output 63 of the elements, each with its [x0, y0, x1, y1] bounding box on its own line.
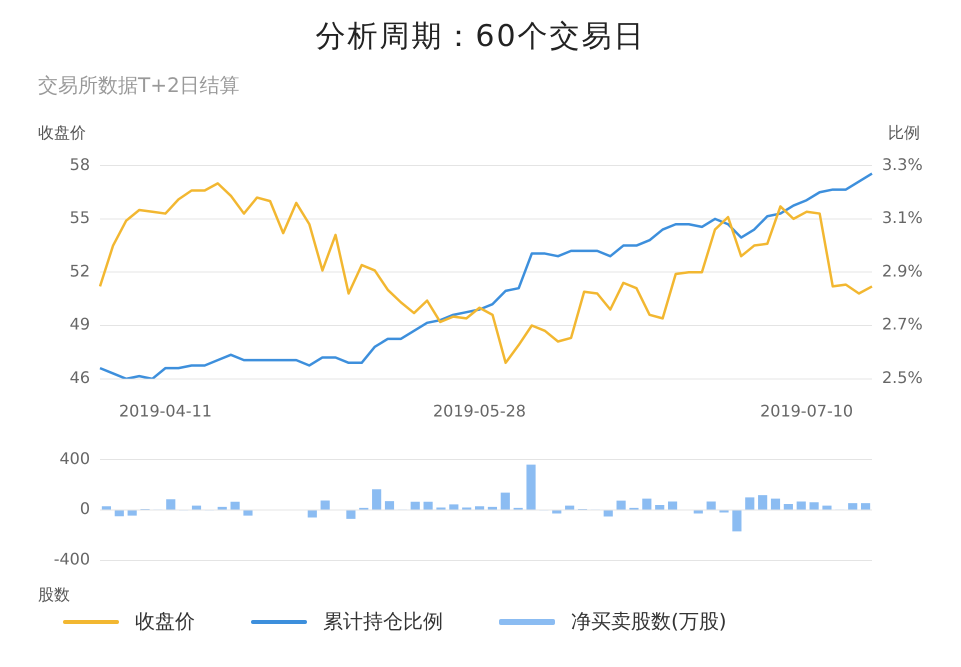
bar [848, 503, 858, 510]
bar [552, 510, 562, 514]
y2-tick-label: 2.7% [882, 314, 923, 334]
bar [243, 510, 253, 516]
bar [642, 498, 652, 510]
chart-title: 分析周期：60个交易日 [314, 18, 647, 56]
bar [616, 500, 626, 510]
legend-label: 累计持仓比例 [323, 608, 443, 635]
x-tick-label: 2019-04-11 [118, 402, 212, 421]
y-axis-title: 股数 [38, 585, 70, 606]
x-tick-label: 2019-07-10 [760, 402, 854, 421]
bar [822, 506, 832, 510]
bar [372, 489, 382, 510]
bar [694, 510, 703, 514]
bar [758, 495, 768, 510]
bar [796, 502, 806, 510]
bar [565, 506, 574, 510]
bar [230, 502, 240, 510]
y-tick-label: 0 [80, 499, 90, 518]
y-tick-label: 52 [70, 261, 90, 280]
y2-axis-title: 比例 [888, 123, 920, 144]
y-tick-label: 400 [59, 448, 90, 468]
y2-tick-label: 3.1% [882, 208, 923, 228]
bar [218, 506, 227, 510]
y2-tick-label: 2.9% [882, 261, 923, 280]
bar [114, 510, 124, 516]
bar [526, 464, 536, 510]
bar [346, 510, 356, 519]
bar [474, 506, 484, 510]
y2-tick-label: 3.3% [882, 154, 923, 174]
bar [128, 510, 137, 516]
legend-label: 净买卖股数(万股) [571, 608, 727, 635]
bar [410, 502, 420, 510]
y-tick-label: -400 [54, 550, 90, 569]
bar [166, 499, 176, 510]
bar [384, 501, 394, 510]
bar [488, 506, 498, 510]
bar [732, 510, 742, 532]
chart-subtitle: 交易所数据T+2日结算 [38, 72, 240, 99]
bar [770, 498, 780, 510]
y-tick-label: 58 [70, 154, 90, 174]
y-tick-label: 49 [70, 314, 90, 334]
bar [860, 503, 870, 510]
bar [745, 497, 754, 510]
bar [320, 500, 330, 510]
bar [308, 510, 317, 518]
bar [192, 506, 202, 510]
bar [604, 510, 613, 517]
bar [449, 504, 458, 510]
bar [102, 506, 112, 510]
x-tick-label: 2019-05-28 [432, 402, 526, 421]
bar [810, 502, 819, 510]
y-tick-label: 55 [70, 208, 90, 228]
bar [500, 492, 510, 510]
y-tick-label: 46 [70, 368, 90, 387]
bar [424, 502, 433, 510]
y2-tick-label: 2.5% [882, 368, 923, 387]
y-axis-title: 收盘价 [38, 123, 86, 144]
legend-label: 收盘价 [135, 608, 195, 635]
bar [706, 502, 716, 510]
bar [784, 504, 793, 510]
bar [655, 504, 664, 510]
bar [668, 502, 678, 510]
